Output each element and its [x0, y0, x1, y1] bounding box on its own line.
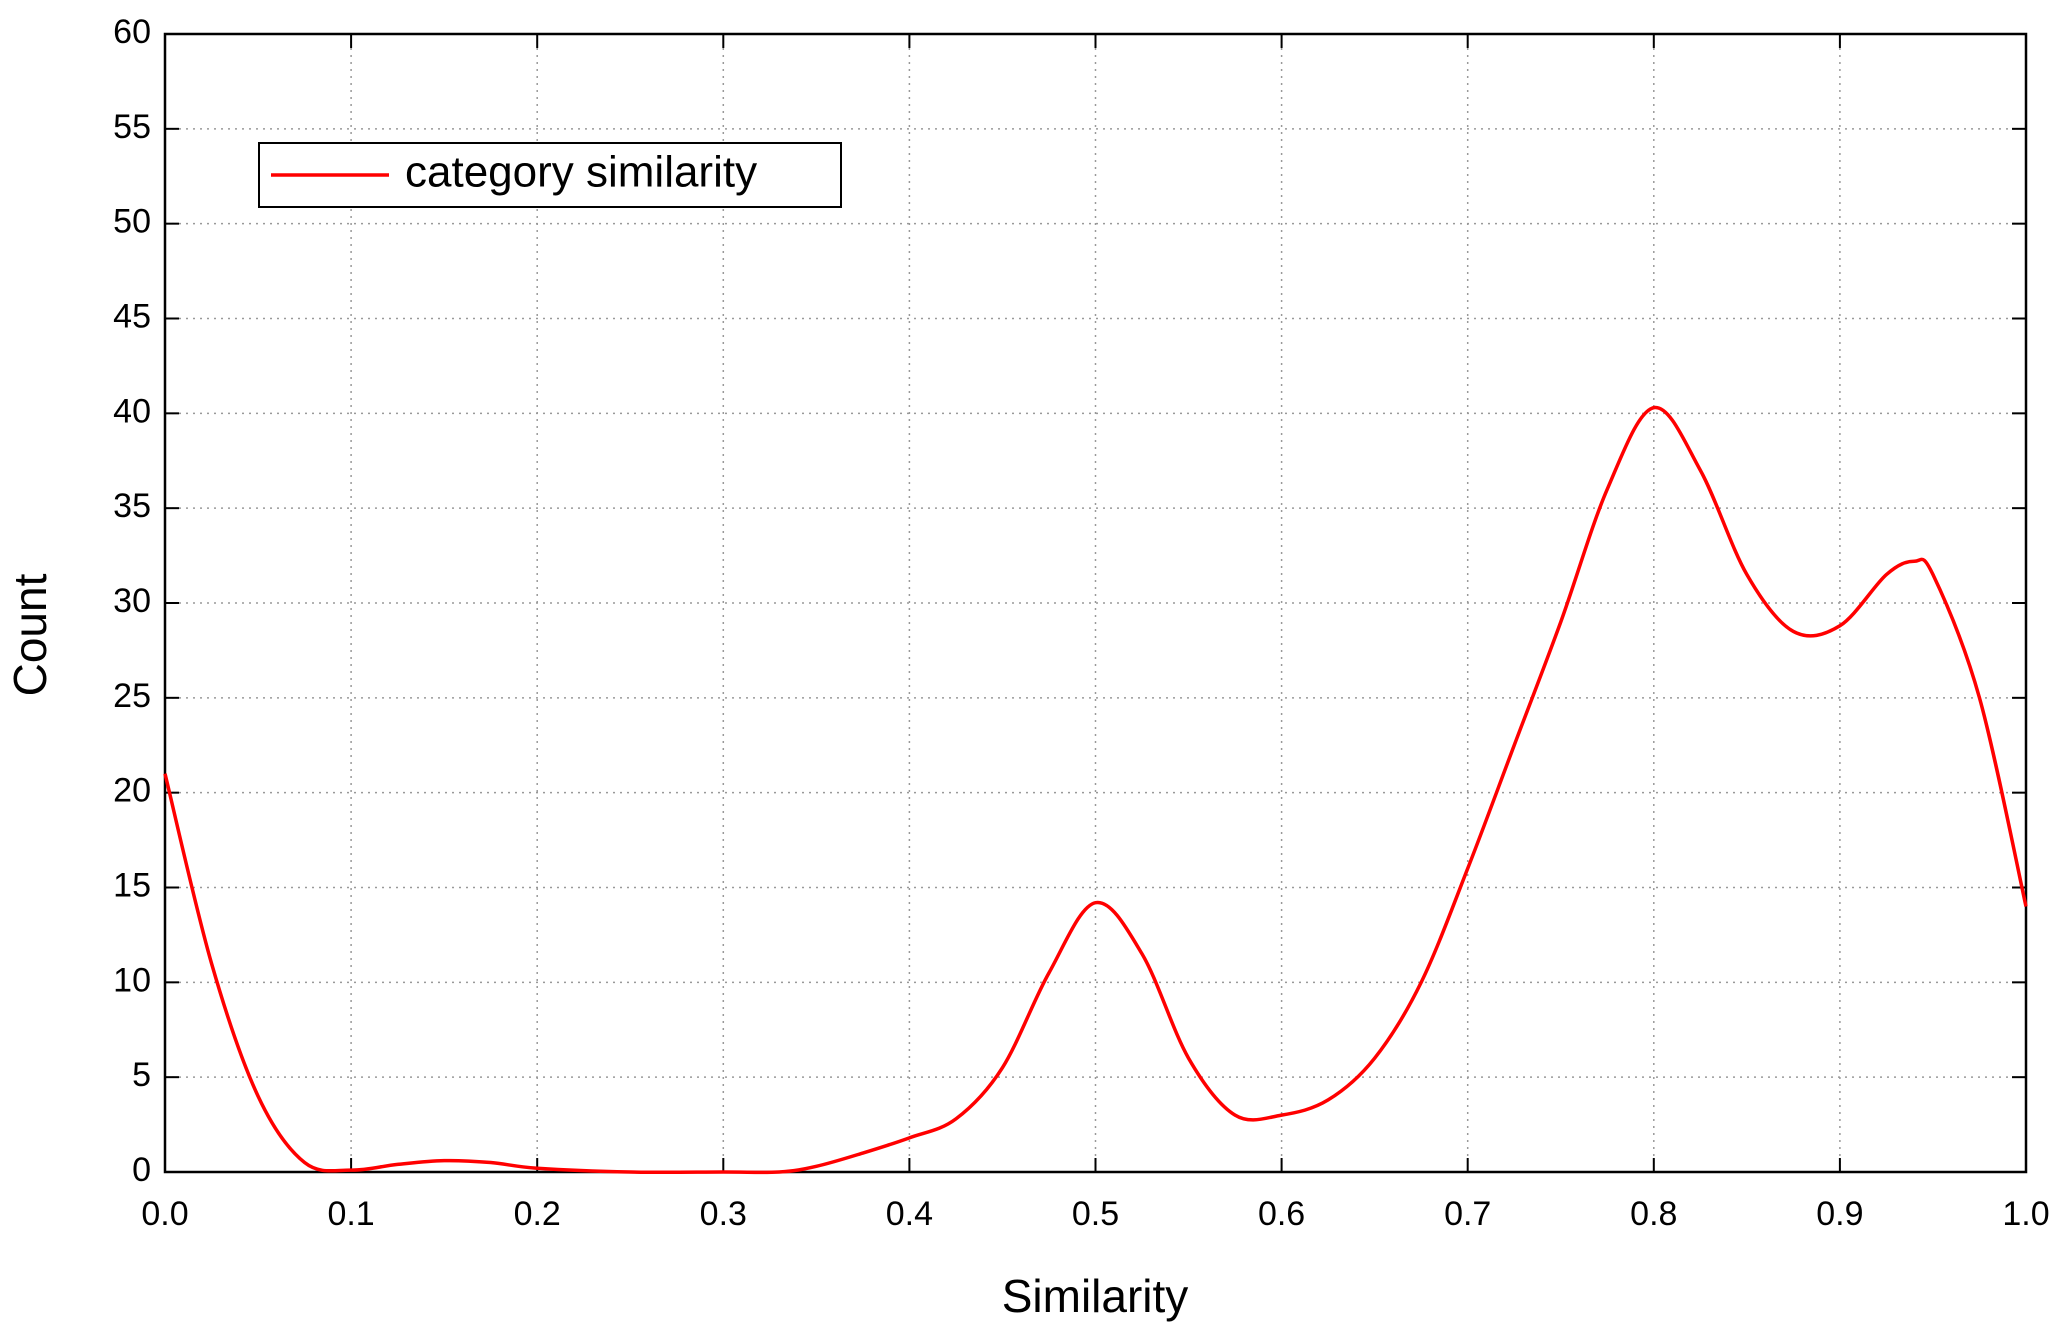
y-tick-label: 35	[113, 487, 151, 525]
y-tick-label: 30	[113, 582, 151, 620]
y-tick-label: 20	[113, 772, 151, 810]
y-tick-label: 10	[113, 961, 151, 999]
x-tick-label: 0.0	[141, 1195, 188, 1233]
x-tick-label: 0.6	[1258, 1195, 1305, 1233]
x-tick-label: 0.5	[1072, 1195, 1119, 1233]
y-tick-label: 40	[113, 392, 151, 430]
y-tick-label: 5	[132, 1056, 151, 1094]
x-axis-title: Similarity	[1002, 1270, 1189, 1322]
y-tick-label: 15	[113, 866, 151, 904]
y-tick-label: 60	[113, 13, 151, 51]
legend-label: category similarity	[405, 148, 757, 197]
plot-frame	[163, 32, 2028, 1174]
x-tick-label: 0.1	[327, 1195, 374, 1233]
y-tick-label: 55	[113, 108, 151, 146]
x-tick-label: 0.4	[886, 1195, 933, 1233]
x-tick-label: 0.9	[1816, 1195, 1863, 1233]
x-tick-label: 0.2	[514, 1195, 561, 1233]
x-tick-label: 0.8	[1630, 1195, 1677, 1233]
y-axis-title: Count	[4, 573, 56, 696]
x-tick-label: 0.7	[1444, 1195, 1491, 1233]
y-tick-label: 50	[113, 203, 151, 241]
data-line	[163, 405, 2028, 1175]
y-tick-label: 25	[113, 677, 151, 715]
y-tick-label: 45	[113, 297, 151, 335]
x-tick-label: 1.0	[2002, 1195, 2049, 1233]
x-tick-label: 0.3	[700, 1195, 747, 1233]
y-tick-label: 0	[132, 1151, 151, 1189]
